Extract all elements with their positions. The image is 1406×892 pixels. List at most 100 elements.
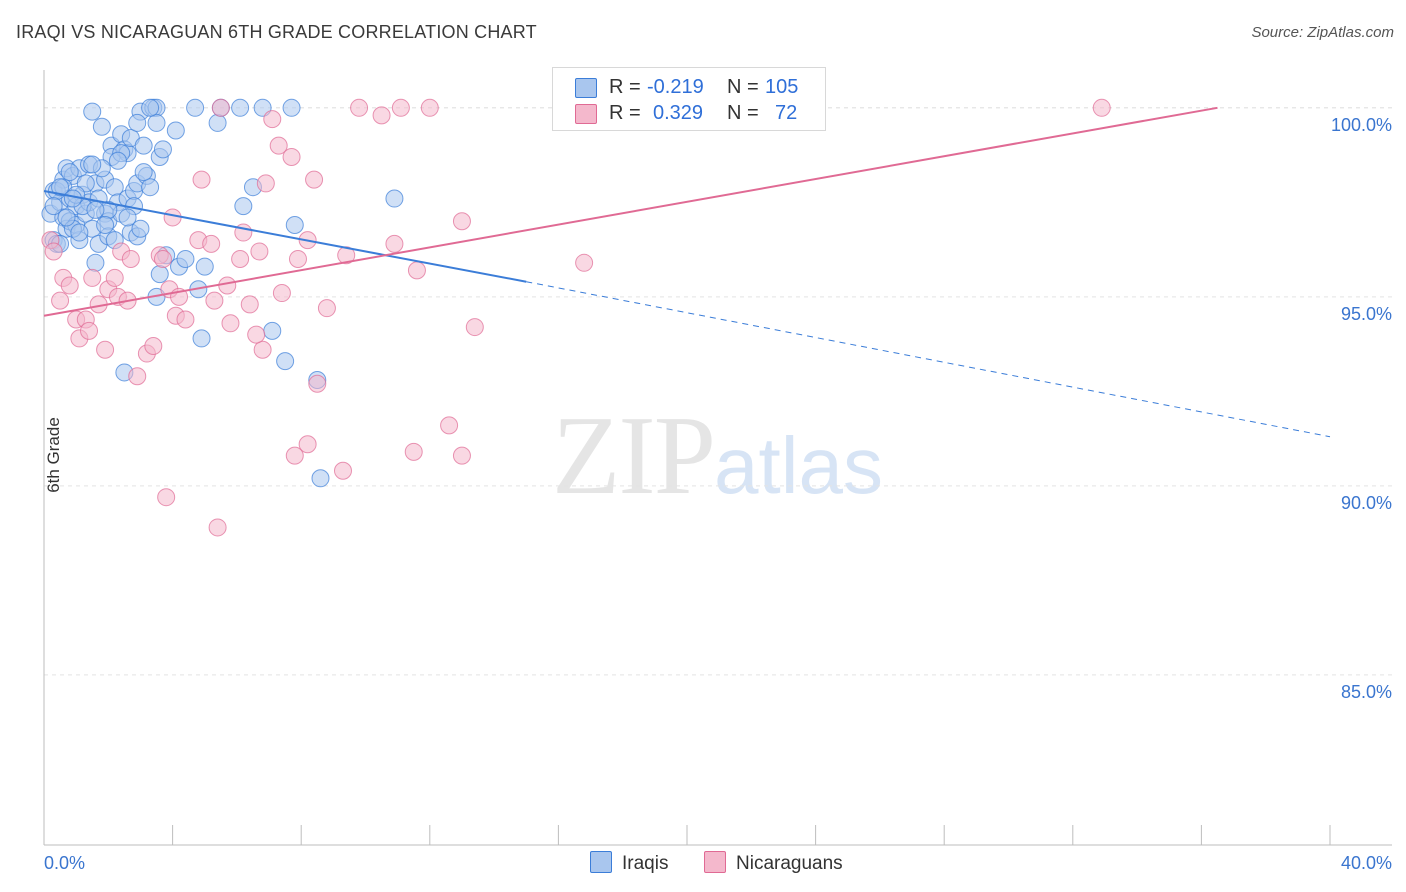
nicaraguan-point bbox=[420, 98, 439, 117]
legend-n-label: N = bbox=[727, 76, 759, 98]
iraqi-point bbox=[147, 113, 166, 132]
nicaraguan-point bbox=[269, 136, 288, 155]
iraqi-point bbox=[86, 253, 105, 272]
legend-n-value: 72 bbox=[775, 102, 798, 124]
legend-r-value: 0.329 bbox=[653, 102, 704, 124]
stats-legend: R = -0.219 N = 105 R = 0.329 N = 72 bbox=[552, 67, 826, 131]
iraqi-point bbox=[96, 216, 115, 234]
nicaraguan-point bbox=[465, 318, 484, 337]
nicaraguan-point bbox=[337, 246, 356, 265]
iraqi-point bbox=[285, 216, 304, 234]
y-tick-label: 100.0% bbox=[1331, 115, 1392, 135]
bottom-legend-nicaraguans: Nicaraguans bbox=[704, 851, 843, 875]
iraqi-point bbox=[166, 121, 185, 140]
iraqi-point bbox=[311, 469, 330, 488]
nicaraguan-point bbox=[317, 299, 336, 318]
nicaraguan-point bbox=[333, 461, 352, 480]
y-tick-label: 90.0% bbox=[1341, 493, 1392, 513]
iraqi-point bbox=[134, 163, 153, 182]
nicaraguan-point bbox=[44, 242, 63, 261]
nicaraguan-point bbox=[51, 291, 70, 310]
nicaraguan-point bbox=[96, 340, 115, 359]
iraqi-point bbox=[44, 197, 63, 216]
nicaraguan-point bbox=[83, 268, 102, 287]
watermark-zip: ZIP bbox=[552, 394, 716, 518]
iraqi-point bbox=[92, 117, 111, 136]
nicaraguan-point bbox=[298, 435, 317, 454]
bottom-swatch-iraqis bbox=[590, 851, 612, 873]
iraqi-point bbox=[118, 208, 137, 227]
legend-swatch-nicaraguans bbox=[575, 104, 597, 124]
nicaraguan-point bbox=[256, 174, 275, 193]
nicaraguan-point bbox=[263, 110, 282, 129]
nicaraguan-point bbox=[121, 250, 140, 269]
nicaraguan-point bbox=[404, 442, 423, 461]
nicaraguan-point bbox=[305, 170, 324, 189]
iraqi-point bbox=[128, 113, 147, 132]
nicaraguan-point bbox=[163, 208, 182, 227]
chart-source: Source: ZipAtlas.com bbox=[1251, 24, 1394, 41]
nicaraguan-point bbox=[452, 212, 471, 231]
nicaraguan-point bbox=[157, 488, 176, 507]
nicaraguan-point bbox=[240, 295, 259, 314]
iraqi-point bbox=[86, 200, 105, 219]
iraqi-point bbox=[176, 250, 195, 269]
nicaraguan-point bbox=[440, 416, 459, 435]
iraqi-point bbox=[57, 208, 76, 227]
iraqi-point bbox=[153, 140, 172, 159]
nicaraguan-point bbox=[221, 314, 240, 333]
y-tick-label: 85.0% bbox=[1341, 682, 1392, 702]
legend-r-label: R = bbox=[609, 76, 641, 98]
iraqi-point bbox=[276, 352, 295, 371]
nicaraguan-point bbox=[218, 276, 237, 295]
iraqi-point bbox=[192, 329, 211, 348]
nicaraguan-point bbox=[272, 284, 291, 303]
iraqi-point bbox=[231, 98, 250, 117]
watermark: ZIPatlas bbox=[552, 392, 883, 521]
nicaraguan-point bbox=[247, 325, 266, 344]
nicaraguan-point bbox=[391, 98, 410, 117]
nicaraguan-point bbox=[350, 98, 369, 117]
nicaraguan-point bbox=[407, 261, 426, 280]
bottom-legend-label: Iraqis bbox=[622, 853, 669, 874]
legend-n-value: 105 bbox=[765, 76, 799, 98]
nicaraguan-point bbox=[231, 250, 250, 269]
x-tick-label: 40.0% bbox=[1341, 853, 1392, 873]
x-tick-label: 0.0% bbox=[44, 853, 85, 873]
iraqi-trend-extension bbox=[526, 281, 1331, 438]
iraqi-point bbox=[150, 265, 169, 284]
nicaraguan-point bbox=[153, 250, 172, 269]
bottom-swatch-nicaraguans bbox=[704, 851, 726, 873]
nicaraguan-point bbox=[60, 276, 79, 295]
nicaraguan-point bbox=[176, 310, 195, 329]
iraqi-point bbox=[234, 197, 253, 216]
watermark-atlas: atlas bbox=[714, 421, 883, 510]
nicaraguan-point bbox=[385, 234, 404, 253]
nicaraguan-point bbox=[1092, 98, 1111, 117]
legend-r-value: -0.219 bbox=[647, 76, 704, 98]
nicaraguan-point bbox=[105, 268, 124, 287]
bottom-legend-label: Nicaraguans bbox=[736, 853, 843, 874]
nicaraguan-point bbox=[202, 234, 221, 253]
nicaraguan-point bbox=[288, 250, 307, 269]
legend-r-label: R = bbox=[609, 102, 641, 124]
nicaraguan-point bbox=[372, 106, 391, 125]
nicaraguan-point bbox=[211, 98, 230, 117]
nicaraguan-point bbox=[253, 340, 272, 359]
nicaraguan-point bbox=[452, 446, 471, 465]
iraqi-point bbox=[263, 321, 282, 340]
nicaraguan-point bbox=[144, 336, 163, 355]
iraqi-point bbox=[108, 151, 127, 170]
nicaraguan-point bbox=[205, 291, 224, 310]
iraqi-point bbox=[141, 178, 160, 197]
iraqi-point bbox=[186, 98, 205, 117]
nicaraguan-point bbox=[192, 170, 211, 189]
nicaraguan-point bbox=[282, 147, 301, 166]
nicaraguan-point bbox=[128, 367, 147, 386]
nicaraguan-trend-line bbox=[43, 106, 1218, 317]
iraqi-point bbox=[131, 219, 150, 238]
iraqi-point bbox=[83, 102, 102, 121]
y-axis-label: 6th Grade bbox=[43, 417, 63, 493]
iraqi-point bbox=[70, 223, 89, 242]
